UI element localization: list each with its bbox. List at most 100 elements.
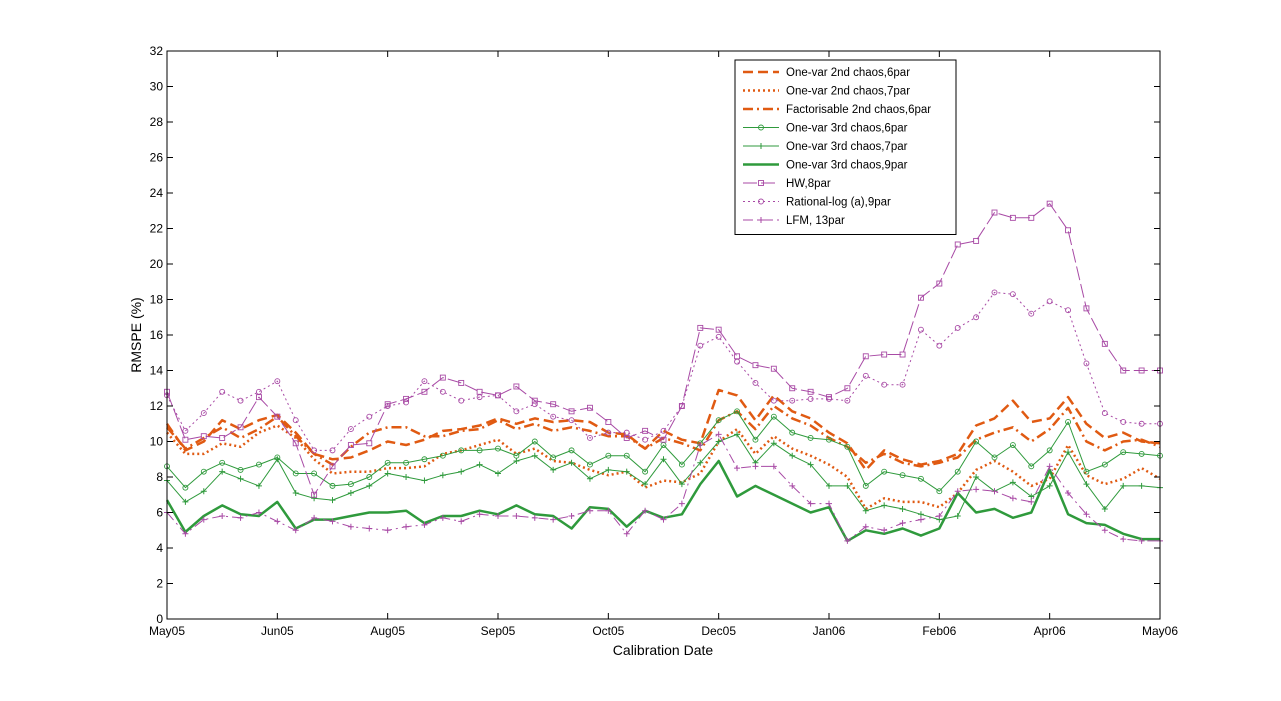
marker-rational-log-a-9par-42 [936, 342, 943, 349]
y-tick-label-20: 20 [150, 257, 164, 271]
series-line-rational-log-a-9par [166, 291, 1160, 451]
y-tick-label-24: 24 [150, 186, 164, 200]
marker-one-var-3rd-chaos-7par-30 [715, 438, 722, 445]
y-tick-label-12: 12 [150, 399, 164, 413]
marker-one-var-3rd-chaos-6par-46 [1009, 442, 1016, 448]
marker-lfm-13par-19 [513, 513, 520, 520]
marker-lfm-13par-49 [1065, 489, 1072, 496]
marker-rational-log-a-9par-9 [329, 447, 336, 454]
marker-rational-log-a-9par-34 [789, 397, 796, 404]
marker-lfm-13par-8 [311, 514, 318, 521]
y-tick-label-10: 10 [150, 435, 164, 449]
marker-rational-log-a-9par-16 [458, 397, 465, 404]
marker-lfm-13par-53 [1138, 537, 1145, 544]
marker-rational-log-a-9par-53 [1138, 420, 1145, 427]
series-line-one-var-3rd-chaos-6par [166, 410, 1161, 492]
marker-lfm-13par-34 [789, 482, 796, 489]
marker-one-var-3rd-chaos-7par-49 [1065, 449, 1072, 456]
marker-one-var-3rd-chaos-7par-10 [347, 489, 354, 496]
y-tick-label-26: 26 [150, 151, 164, 165]
marker-lfm-13par-27 [660, 516, 667, 523]
marker-hw-8par-51 [1101, 340, 1108, 347]
marker-one-var-3rd-chaos-7par-38 [862, 507, 869, 514]
marker-one-var-3rd-chaos-6par-24 [605, 452, 612, 459]
marker-one-var-3rd-chaos-7par-9 [329, 497, 336, 504]
marker-rational-log-a-9par-29 [697, 342, 704, 349]
marker-hw-8par-42 [936, 280, 943, 287]
marker-one-var-3rd-chaos-7par-50 [1083, 481, 1090, 488]
marker-lfm-13par-40 [899, 520, 906, 527]
marker-lfm-13par-52 [1120, 536, 1127, 543]
marker-rational-log-a-9par-1 [182, 427, 189, 434]
x-tick-label-apr06: Apr06 [1034, 624, 1066, 638]
legend-item-lfm-13par: LFM, 13par [743, 215, 845, 227]
legend-label-factorisable-2nd-chaos-6par: Factorisable 2nd chaos,6par [786, 104, 931, 116]
marker-rational-log-a-9par-25 [623, 429, 630, 436]
x-tick-label-may06: May06 [1142, 624, 1178, 638]
marker-hw-8par-16 [458, 379, 465, 386]
marker-rational-log-a-9par-2 [200, 410, 207, 417]
marker-hw-8par-7 [292, 440, 299, 447]
marker-hw-8par-34 [789, 385, 796, 392]
marker-one-var-3rd-chaos-6par-31 [734, 408, 741, 415]
marker-one-var-3rd-chaos-6par-28 [678, 461, 685, 468]
marker-rational-log-a-9par-21 [550, 413, 557, 420]
marker-one-var-3rd-chaos-6par-51 [1101, 461, 1108, 468]
legend-item-hw-8par: HW,8par [743, 178, 831, 190]
marker-rational-log-a-9par-49 [1065, 307, 1072, 314]
marker-one-var-3rd-chaos-6par-1 [182, 484, 189, 491]
marker-one-var-3rd-chaos-7par-20 [531, 452, 538, 459]
marker-rational-log-a-9par-11 [366, 413, 373, 420]
marker-lfm-13par-2 [200, 516, 207, 523]
marker-rational-log-a-9par-26 [642, 436, 649, 443]
legend-label-one-var-2nd-chaos-6par: One-var 2nd chaos,6par [786, 67, 910, 79]
y-tick-label-4: 4 [156, 541, 163, 555]
marker-lfm-13par-15 [439, 514, 446, 521]
marker-lfm-13par-18 [495, 513, 501, 520]
marker-hw-8par-8 [311, 491, 318, 498]
marker-lfm-13par-31 [734, 465, 741, 472]
marker-one-var-3rd-chaos-7par-51 [1101, 505, 1108, 512]
marker-one-var-3rd-chaos-7par-47 [1028, 493, 1035, 500]
series-line-hw-8par [166, 203, 1160, 496]
marker-rational-log-a-9par-27 [660, 427, 667, 434]
marker-one-var-3rd-chaos-6par-47 [1028, 463, 1035, 470]
legend-item-one-var-3rd-chaos-6par: One-var 3rd chaos,6par [743, 123, 908, 135]
marker-hw-8par-10 [347, 442, 354, 448]
marker-one-var-3rd-chaos-6par-3 [219, 459, 226, 466]
marker-hw-8par-21 [550, 401, 557, 408]
marker-one-var-3rd-chaos-6par-40 [899, 472, 906, 479]
marker-hw-8par-24 [605, 419, 612, 425]
x-tick-label-oct05: Oct05 [592, 624, 624, 638]
marker-hw-8par-30 [715, 326, 722, 333]
marker-one-var-3rd-chaos-7par-15 [439, 472, 446, 479]
marker-rational-log-a-9par-43 [954, 324, 961, 331]
marker-hw-8par-46 [1009, 214, 1016, 221]
marker-one-var-3rd-chaos-6par-20 [531, 438, 538, 445]
marker-one-var-3rd-chaos-6par-45 [991, 454, 998, 461]
legend-label-one-var-3rd-chaos-7par: One-var 3rd chaos,7par [786, 141, 908, 153]
y-tick-label-2: 2 [156, 577, 163, 591]
marker-hw-8par-50 [1083, 305, 1090, 312]
marker-one-var-3rd-chaos-7par-19 [513, 458, 520, 465]
marker-lfm-13par-26 [642, 507, 649, 514]
x-tick-label-sep05: Sep05 [481, 624, 516, 638]
marker-lfm-13par-11 [366, 525, 373, 532]
marker-one-var-3rd-chaos-6par-12 [384, 459, 391, 466]
marker-one-var-3rd-chaos-6par-15 [439, 452, 446, 459]
marker-rational-log-a-9par-52 [1120, 419, 1127, 425]
marker-lfm-13par-32 [752, 463, 759, 470]
marker-one-var-3rd-chaos-6par-44 [973, 438, 980, 445]
legend-label-one-var-2nd-chaos-7par: One-var 2nd chaos,7par [786, 86, 910, 98]
marker-rational-log-a-9par-17 [476, 394, 483, 401]
legend-marker-rational-log-a-9par [758, 198, 764, 205]
marker-hw-8par-14 [421, 388, 428, 395]
series-line-factorisable-2nd-chaos-6par [166, 404, 1161, 468]
marker-one-var-3rd-chaos-7par-28 [678, 481, 685, 488]
marker-hw-8par-33 [770, 365, 777, 372]
marker-one-var-3rd-chaos-7par-8 [311, 495, 318, 502]
y-tick-label-18: 18 [150, 293, 164, 307]
marker-rational-log-a-9par-20 [531, 401, 538, 408]
marker-lfm-13par-25 [623, 530, 630, 537]
marker-hw-8par-19 [513, 383, 520, 390]
